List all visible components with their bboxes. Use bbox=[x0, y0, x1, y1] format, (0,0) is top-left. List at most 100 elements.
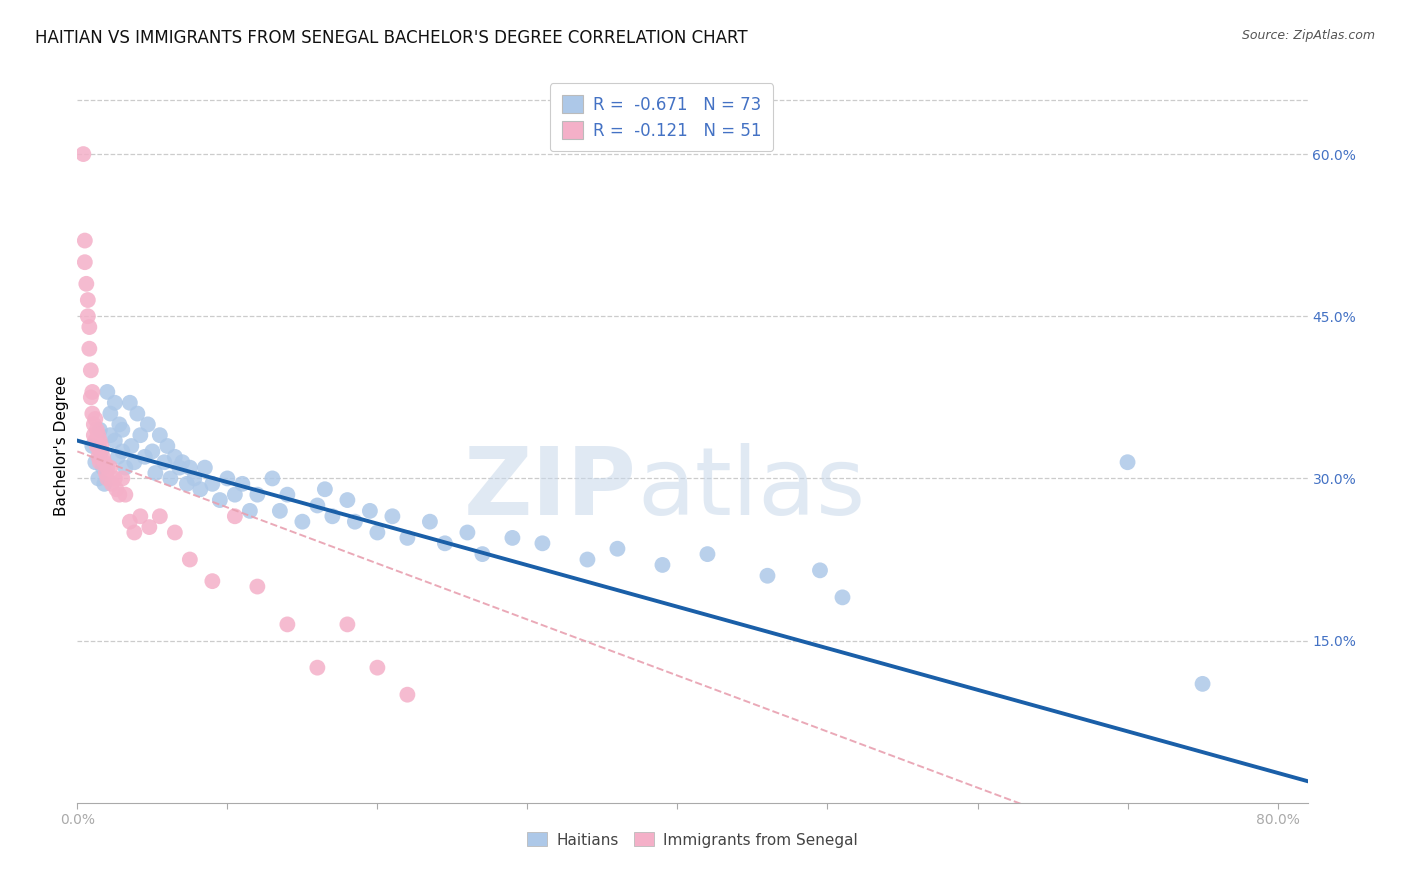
Point bbox=[1191, 677, 1213, 691]
Y-axis label: Bachelor's Degree: Bachelor's Degree bbox=[53, 376, 69, 516]
Point bbox=[246, 580, 269, 594]
Point bbox=[224, 509, 246, 524]
Point bbox=[104, 396, 127, 410]
Point bbox=[84, 455, 107, 469]
Point bbox=[343, 515, 366, 529]
Point bbox=[291, 515, 314, 529]
Point bbox=[80, 363, 103, 377]
Point bbox=[96, 460, 118, 475]
Point bbox=[79, 320, 101, 334]
Point bbox=[153, 455, 176, 469]
Point bbox=[224, 488, 246, 502]
Point bbox=[276, 488, 298, 502]
Point bbox=[307, 499, 329, 513]
Point bbox=[381, 509, 404, 524]
Point bbox=[696, 547, 718, 561]
Point bbox=[87, 428, 110, 442]
Point bbox=[366, 660, 388, 674]
Point bbox=[179, 460, 201, 475]
Point bbox=[82, 439, 104, 453]
Point bbox=[756, 568, 779, 582]
Point bbox=[808, 563, 831, 577]
Point bbox=[169, 460, 191, 475]
Point bbox=[831, 591, 853, 605]
Text: atlas: atlas bbox=[637, 442, 865, 535]
Point bbox=[163, 450, 186, 464]
Point bbox=[149, 509, 172, 524]
Point bbox=[105, 482, 128, 496]
Point bbox=[120, 439, 142, 453]
Point bbox=[208, 493, 231, 508]
Point bbox=[80, 390, 103, 404]
Text: HAITIAN VS IMMIGRANTS FROM SENEGAL BACHELOR'S DEGREE CORRELATION CHART: HAITIAN VS IMMIGRANTS FROM SENEGAL BACHE… bbox=[35, 29, 748, 46]
Point bbox=[194, 460, 217, 475]
Point bbox=[73, 234, 96, 248]
Point bbox=[98, 407, 121, 421]
Point bbox=[91, 450, 114, 464]
Point bbox=[246, 488, 269, 502]
Point bbox=[83, 417, 105, 432]
Point bbox=[231, 476, 253, 491]
Point bbox=[201, 574, 224, 589]
Point bbox=[156, 439, 179, 453]
Point bbox=[124, 525, 146, 540]
Point bbox=[101, 476, 124, 491]
Text: Source: ZipAtlas.com: Source: ZipAtlas.com bbox=[1241, 29, 1375, 42]
Point bbox=[111, 471, 134, 485]
Point bbox=[183, 471, 205, 485]
Point bbox=[98, 428, 121, 442]
Point bbox=[107, 450, 129, 464]
Point bbox=[134, 450, 156, 464]
Point bbox=[239, 504, 262, 518]
Point bbox=[90, 439, 112, 453]
Point bbox=[73, 255, 96, 269]
Point bbox=[188, 482, 212, 496]
Point bbox=[108, 488, 131, 502]
Point bbox=[87, 471, 110, 485]
Point bbox=[1116, 455, 1139, 469]
Point bbox=[396, 531, 419, 545]
Point bbox=[89, 434, 111, 448]
Point bbox=[359, 504, 381, 518]
Point bbox=[86, 439, 108, 453]
Point bbox=[336, 493, 359, 508]
Point bbox=[163, 525, 186, 540]
Point bbox=[96, 384, 118, 399]
Point bbox=[76, 310, 98, 324]
Point bbox=[276, 617, 298, 632]
Point bbox=[651, 558, 673, 572]
Point bbox=[141, 444, 163, 458]
Point bbox=[138, 520, 160, 534]
Point bbox=[89, 455, 111, 469]
Point bbox=[172, 455, 194, 469]
Point bbox=[118, 515, 141, 529]
Point bbox=[262, 471, 284, 485]
Point bbox=[76, 293, 98, 307]
Point bbox=[84, 434, 107, 448]
Point bbox=[83, 428, 105, 442]
Point bbox=[501, 531, 523, 545]
Point bbox=[93, 455, 115, 469]
Point bbox=[91, 460, 114, 475]
Point bbox=[96, 471, 118, 485]
Point bbox=[143, 466, 166, 480]
Point bbox=[606, 541, 628, 556]
Point bbox=[114, 460, 136, 475]
Point bbox=[93, 476, 115, 491]
Point bbox=[75, 277, 97, 291]
Point bbox=[89, 423, 111, 437]
Point bbox=[269, 504, 291, 518]
Point bbox=[159, 471, 181, 485]
Point bbox=[111, 444, 134, 458]
Point bbox=[104, 434, 127, 448]
Point bbox=[72, 147, 94, 161]
Point bbox=[86, 423, 108, 437]
Point bbox=[176, 476, 198, 491]
Point bbox=[114, 488, 136, 502]
Point bbox=[84, 412, 107, 426]
Point bbox=[531, 536, 554, 550]
Point bbox=[94, 466, 117, 480]
Point bbox=[129, 509, 152, 524]
Point bbox=[314, 482, 336, 496]
Point bbox=[87, 450, 110, 464]
